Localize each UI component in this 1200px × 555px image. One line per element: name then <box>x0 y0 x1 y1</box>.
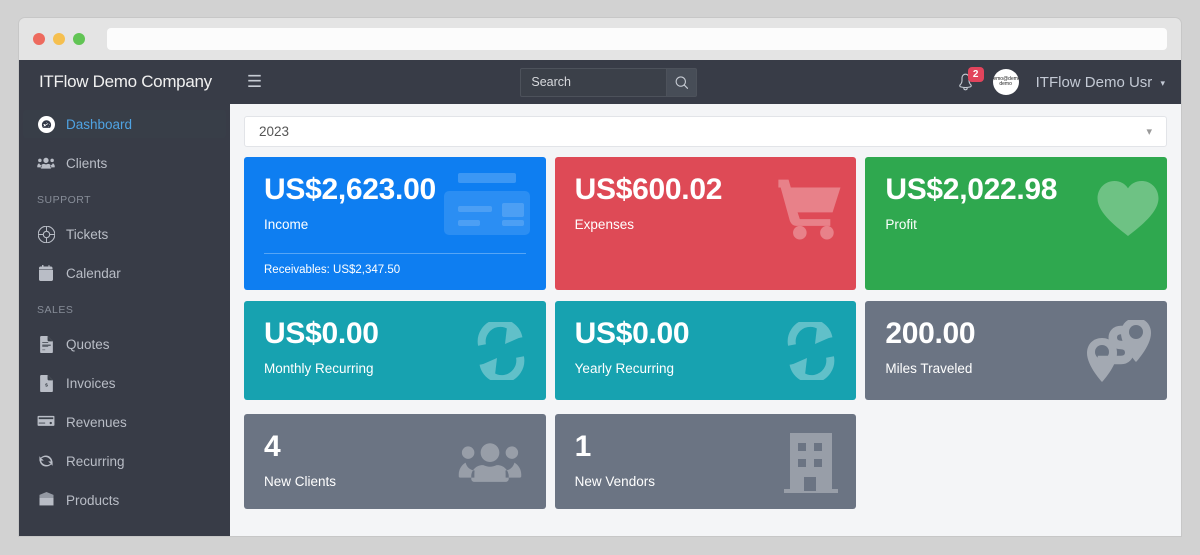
svg-text:$: $ <box>45 382 48 388</box>
